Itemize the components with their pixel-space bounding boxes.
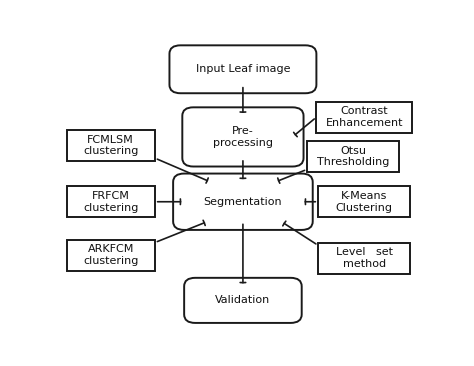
FancyBboxPatch shape bbox=[182, 107, 303, 167]
FancyBboxPatch shape bbox=[173, 173, 313, 230]
FancyBboxPatch shape bbox=[66, 240, 155, 271]
FancyBboxPatch shape bbox=[318, 243, 410, 274]
Text: FCMLSM
clustering: FCMLSM clustering bbox=[83, 135, 138, 156]
Text: Contrast
Enhancement: Contrast Enhancement bbox=[325, 107, 403, 128]
Text: Level   set
method: Level set method bbox=[336, 247, 392, 269]
Text: Segmentation: Segmentation bbox=[204, 197, 282, 207]
FancyBboxPatch shape bbox=[169, 45, 316, 93]
FancyBboxPatch shape bbox=[318, 186, 410, 217]
Text: FRFCM
clustering: FRFCM clustering bbox=[83, 191, 138, 213]
Text: Input Leaf image: Input Leaf image bbox=[196, 64, 290, 74]
Text: Pre-
processing: Pre- processing bbox=[213, 126, 273, 148]
FancyBboxPatch shape bbox=[316, 102, 412, 133]
Text: K-Means
Clustering: K-Means Clustering bbox=[336, 191, 392, 213]
FancyBboxPatch shape bbox=[66, 186, 155, 217]
Text: ARKFCM
clustering: ARKFCM clustering bbox=[83, 244, 138, 266]
FancyBboxPatch shape bbox=[307, 141, 399, 172]
FancyBboxPatch shape bbox=[66, 130, 155, 161]
FancyBboxPatch shape bbox=[184, 278, 301, 323]
Text: Validation: Validation bbox=[215, 295, 271, 305]
Text: Otsu
Thresholding: Otsu Thresholding bbox=[317, 146, 389, 168]
